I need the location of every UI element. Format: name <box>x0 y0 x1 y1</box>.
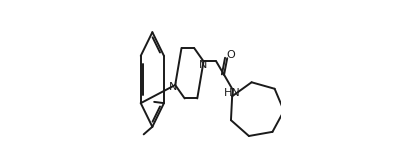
Text: HN: HN <box>224 88 241 98</box>
Text: O: O <box>226 50 235 60</box>
Text: N: N <box>199 59 207 69</box>
Text: N: N <box>169 82 177 92</box>
